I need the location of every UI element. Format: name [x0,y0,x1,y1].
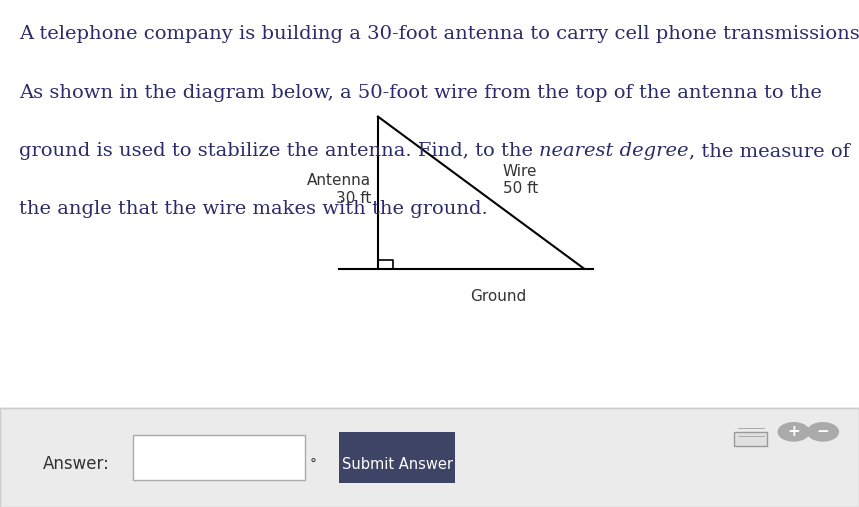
Text: As shown in the diagram below, a 50-foot wire from the top of the antenna to the: As shown in the diagram below, a 50-foot… [19,84,822,102]
Text: +: + [788,424,800,440]
Text: Antenna
30 ft: Antenna 30 ft [307,173,371,206]
Text: A telephone company is building a 30-foot antenna to carry cell phone transmissi: A telephone company is building a 30-foo… [19,25,859,44]
Bar [734,431,767,446]
Circle shape [807,423,838,441]
Text: °: ° [309,457,316,472]
Bar [133,434,305,481]
Text: Ground: Ground [470,289,527,304]
Text: the angle that the wire makes with the ground.: the angle that the wire makes with the g… [19,200,488,219]
Text: , the measure of: , the measure of [689,142,850,160]
Text: Submit Answer: Submit Answer [342,457,453,472]
Text: Wire
50 ft: Wire 50 ft [503,164,538,196]
Text: ground is used to stabilize the antenna. Find, to the: ground is used to stabilize the antenna.… [19,142,539,160]
Bar [0,408,859,507]
Circle shape [778,423,809,441]
Bar [339,432,455,483]
Text: nearest degree: nearest degree [539,142,689,160]
Text: −: − [817,424,829,440]
Text: Answer:: Answer: [43,455,110,474]
